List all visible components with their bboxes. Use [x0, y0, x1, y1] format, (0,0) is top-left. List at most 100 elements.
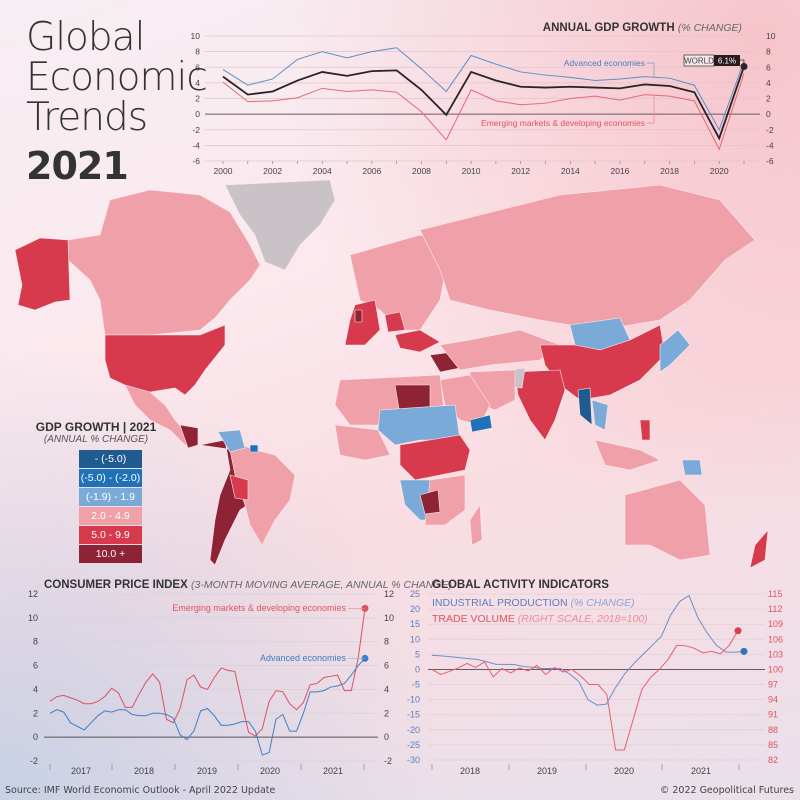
activity-ytick-right: 100 — [768, 664, 783, 674]
legend-swatch: - (-5.0) — [79, 450, 142, 468]
gdp-xtick: 2006 — [362, 166, 381, 176]
cpi-xtick: 2020 — [260, 766, 280, 776]
activity-ytick-right: 115 — [768, 589, 782, 599]
gdp-line — [222, 66, 745, 141]
country-shape — [179, 424, 199, 449]
world-map — [14, 179, 769, 569]
country-shape — [419, 489, 441, 515]
activity-ytick-right: 85 — [768, 740, 778, 750]
gdp-ytick-left: 8 — [195, 47, 200, 57]
gdp-xtick: 2020 — [710, 166, 729, 176]
cpi-chart — [44, 593, 378, 770]
activity-xtick: 2020 — [614, 766, 634, 776]
legend-swatch: (-1.9) - 1.9 — [79, 488, 142, 506]
cpi-ytick-left: 0 — [33, 732, 38, 742]
activity-ytick-left: 20 — [410, 604, 420, 614]
cpi-line — [49, 658, 366, 756]
activity-ytick-left: -15 — [407, 710, 420, 720]
gdp-line — [222, 47, 745, 131]
legend-swatch: (-5.0) - (-2.0) — [79, 469, 142, 487]
industrial-production-line — [431, 594, 745, 706]
gdp-ytick-left: 6 — [195, 62, 200, 72]
gdp-xtick: 2000 — [214, 166, 233, 176]
cpi-chart-title: CONSUMER PRICE INDEX (3-MONTH MOVING AVE… — [44, 579, 452, 591]
cpi-ytick-right: 6 — [384, 661, 389, 671]
cpi-ytick-left: -2 — [30, 756, 38, 766]
country-shape — [217, 429, 246, 453]
map-legend: GDP GROWTH | 2021 (ANNUAL % CHANGE) - (-… — [32, 420, 160, 564]
activity-ytick-right: 112 — [768, 604, 782, 614]
cpi-ytick-left: 4 — [33, 684, 38, 694]
gdp-ytick-right: 8 — [766, 47, 771, 57]
country-shape — [577, 387, 593, 426]
gdp-growth-chart — [205, 35, 760, 164]
gdp-ytick-right: -4 — [766, 140, 774, 150]
country-shape — [419, 184, 756, 331]
cpi-ytick-right: 4 — [384, 684, 389, 694]
country-shape — [249, 444, 259, 453]
emerging-label: Emerging markets & developing economies — [481, 118, 645, 128]
gdp-xtick: 2014 — [561, 166, 580, 176]
gdp-ytick-right: 4 — [766, 78, 771, 88]
country-shape — [344, 299, 381, 346]
activity-ytick-left: -5 — [412, 680, 420, 690]
country-shape — [224, 179, 336, 271]
activity-ytick-right: 109 — [768, 619, 783, 629]
copyright: © 2022 Geopolitical Futures — [659, 785, 794, 796]
country-shape — [334, 424, 391, 461]
trade-volume-line — [431, 630, 739, 751]
legend-swatch: 5.0 - 9.9 — [79, 526, 142, 544]
activity-xtick: 2019 — [537, 766, 557, 776]
legend-title: GDP GROWTH | 2021 — [35, 420, 157, 434]
country-shape — [659, 329, 691, 373]
legend-swatch: 10.0 + — [79, 545, 142, 563]
activity-ytick-left: 0 — [415, 664, 420, 674]
activity-ytick-right: 97 — [768, 680, 778, 690]
cpi-ytick-right: 2 — [384, 708, 389, 718]
title-line-2: Economic — [26, 55, 208, 100]
gdp-ytick-left: -6 — [192, 156, 200, 166]
ip-legend: INDUSTRIAL PRODUCTION (% CHANGE) — [432, 597, 635, 609]
title-line-3: Trends — [26, 95, 148, 140]
cpi-advanced-label: Advanced economies — [260, 653, 347, 663]
cpi-xtick: 2017 — [71, 766, 91, 776]
gdp-xtick: 2008 — [412, 166, 431, 176]
country-shape — [514, 369, 566, 441]
country-shape — [67, 189, 261, 336]
country-shape — [104, 324, 226, 401]
gdp-xtick: 2010 — [462, 166, 481, 176]
activity-ytick-left: 15 — [410, 619, 420, 629]
gdp-ytick-right: 2 — [766, 94, 771, 104]
legend-swatches: - (-5.0) (-5.0) - (-2.0) (-1.9) - 1.9 2.0 -… — [32, 450, 160, 563]
gdp-chart-title: ANNUAL GDP GROWTH (% CHANGE) — [543, 22, 742, 34]
gdp-xtick: 2012 — [511, 166, 530, 176]
country-shape — [591, 399, 609, 431]
gdp-chart-title-note: (% CHANGE) — [677, 22, 742, 34]
cpi-xtick: 2021 — [323, 766, 343, 776]
activity-xtick: 2018 — [460, 766, 480, 776]
legend-subtitle: (ANNUAL % CHANGE) — [43, 434, 149, 445]
country-shape — [681, 459, 703, 476]
country-shape — [14, 237, 71, 311]
legend-swatch: 2.0 - 4.9 — [79, 507, 142, 525]
activity-ytick-right: 103 — [768, 649, 783, 659]
activity-ytick-right: 82 — [768, 755, 778, 765]
gdp-ytick-right: 0 — [766, 109, 771, 119]
activity-xtick: 2021 — [691, 766, 711, 776]
activity-chart-title: GLOBAL ACTIVITY INDICATORS — [432, 579, 609, 591]
ip-legend-label: INDUSTRIAL PRODUCTION — [432, 597, 568, 609]
cpi-ytick-right: 8 — [384, 637, 389, 647]
cpi-ytick-left: 2 — [33, 708, 38, 718]
cpi-xtick: 2019 — [197, 766, 217, 776]
activity-ytick-right: 94 — [768, 695, 778, 705]
country-shape — [749, 529, 769, 569]
gdp-xtick: 2002 — [263, 166, 282, 176]
cpi-ytick-left: 8 — [33, 637, 38, 647]
ip-legend-note: (% CHANGE) — [570, 597, 635, 609]
activity-ytick-right: 88 — [768, 725, 778, 735]
gdp-chart-title-text: ANNUAL GDP GROWTH — [542, 22, 675, 34]
country-shape — [469, 504, 483, 546]
cpi-ytick-left: 6 — [33, 661, 38, 671]
global-activity-chart — [428, 593, 765, 770]
